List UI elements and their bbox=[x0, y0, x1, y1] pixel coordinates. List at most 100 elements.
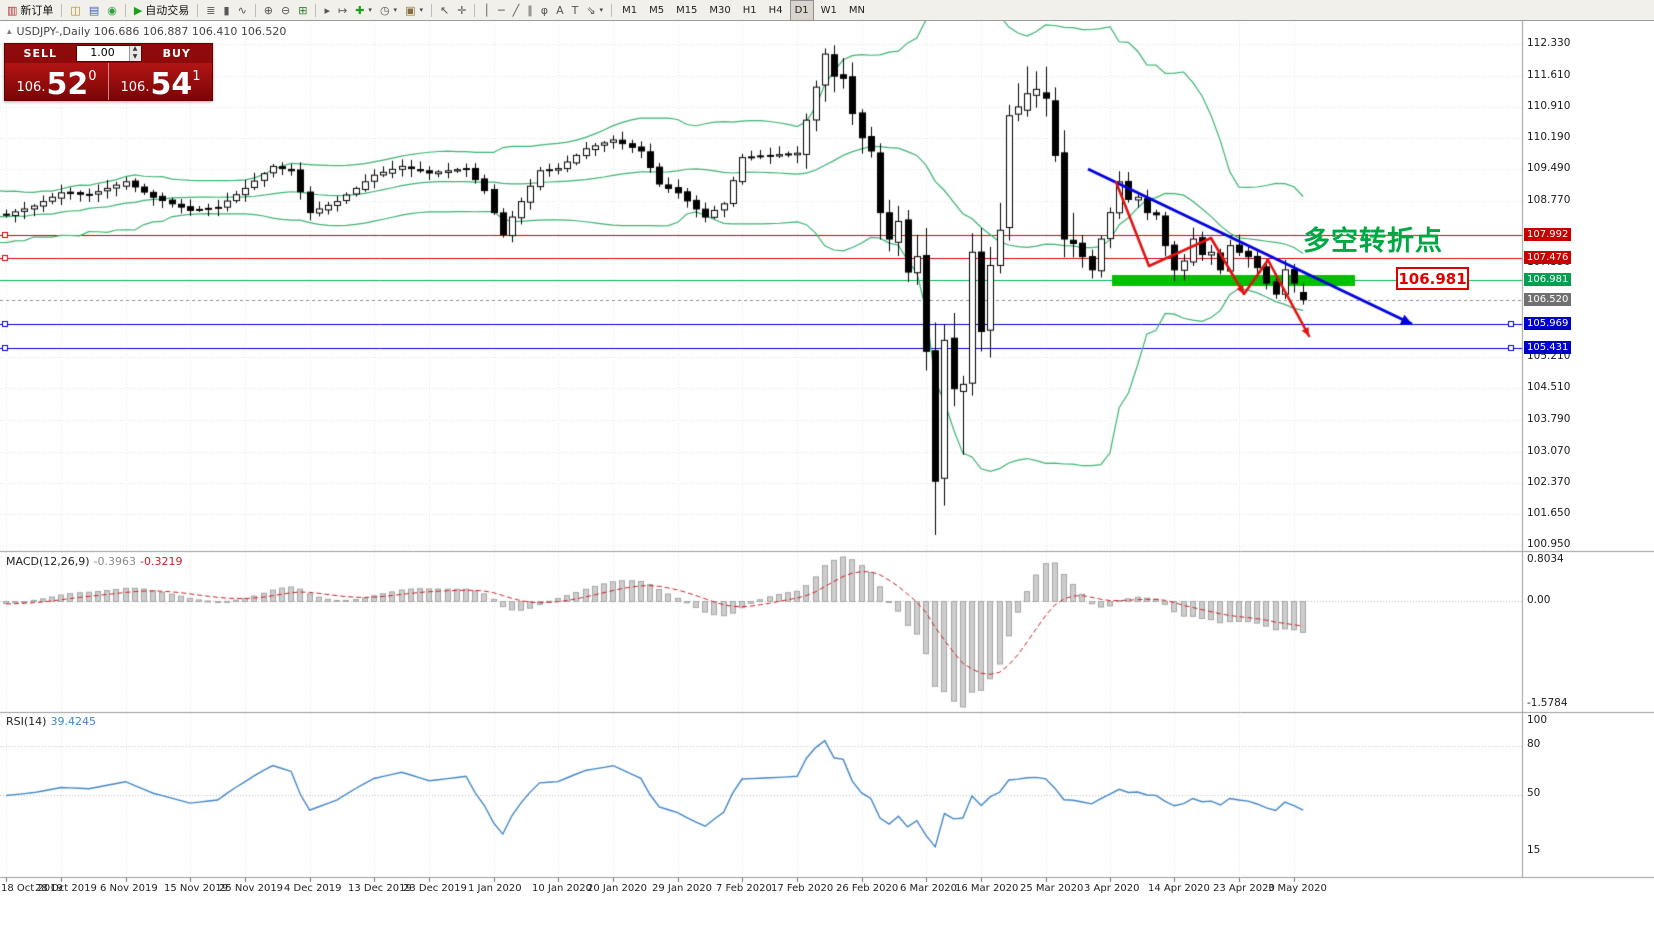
toolbar-separator bbox=[611, 3, 613, 17]
channel-icon[interactable]: ∥ bbox=[524, 2, 536, 19]
trendline-icon[interactable]: ╱ bbox=[510, 2, 523, 19]
timeframe-m15-button[interactable]: M15 bbox=[676, 4, 698, 16]
new-order-glyph: ▥ bbox=[7, 3, 18, 17]
label-icon-glyph: T bbox=[571, 3, 579, 17]
crosshair-icon-glyph: ✛ bbox=[457, 3, 467, 17]
volume-down-icon[interactable]: ▼ bbox=[129, 53, 141, 61]
timeframe-h4-button[interactable]: H4 bbox=[768, 4, 783, 16]
zoom-in-icon[interactable]: ⊕ bbox=[261, 2, 276, 19]
date-axis-label: 10 Jan 2020 bbox=[532, 883, 592, 894]
rsi-axis-label: 80 bbox=[1527, 738, 1541, 750]
macd-axis-label: 0.8034 bbox=[1527, 553, 1564, 565]
new-order-button[interactable]: ▥ 新订单 bbox=[4, 2, 56, 19]
zoom-in-icon-glyph: ⊕ bbox=[263, 3, 274, 17]
auto-trading-glyph: ▶ bbox=[133, 3, 143, 17]
date-axis-label: 13 Dec 2019 bbox=[348, 883, 412, 894]
tile-windows-icon[interactable]: ⊞ bbox=[295, 2, 310, 19]
buy-price-prefix: 106. bbox=[120, 80, 150, 95]
toolbar-separator bbox=[197, 3, 199, 17]
timeframe-m1-button[interactable]: M1 bbox=[622, 4, 638, 16]
toolbar-separator bbox=[430, 3, 432, 17]
fibonacci-icon[interactable]: φ bbox=[538, 2, 551, 19]
date-axis[interactable]: 18 Oct 2019 28 Oct 2019 6 Nov 2019 15 Nov 2… bbox=[0, 883, 1654, 944]
timeframe-d1-button[interactable]: D1 bbox=[789, 0, 814, 21]
date-axis-label: 14 Apr 2020 bbox=[1148, 883, 1210, 894]
macd-name: MACD(12,26,9) bbox=[6, 555, 90, 568]
toolbar-separator bbox=[61, 3, 63, 17]
indicators-icon[interactable]: ✚ ▾ bbox=[352, 2, 375, 19]
date-axis-label: 23 Apr 2020 bbox=[1213, 883, 1275, 894]
price-callout-label[interactable]: 106.981 bbox=[1396, 267, 1469, 290]
periods-icon[interactable]: ◷ ▾ bbox=[377, 2, 400, 19]
buy-button[interactable]: 106. 54 1 bbox=[109, 63, 212, 100]
indicators-icon-glyph: ✚ bbox=[355, 3, 365, 17]
timeframe-mn-button[interactable]: MN bbox=[848, 4, 865, 16]
text-icon[interactable]: A bbox=[553, 2, 567, 19]
sell-price-prefix: 106. bbox=[16, 80, 46, 95]
candlestick-chart-icon[interactable]: ▮ bbox=[221, 2, 233, 19]
charts-window-icon[interactable]: ◫ bbox=[67, 2, 83, 19]
macd-axis-label: -1.5784 bbox=[1527, 697, 1568, 709]
timeframe-m30-button[interactable]: M30 bbox=[709, 4, 731, 16]
trendline-icon-glyph: ╱ bbox=[512, 3, 520, 17]
sell-button[interactable]: 106. 52 0 bbox=[5, 63, 108, 100]
arrows-icon[interactable]: ⇘ ▾ bbox=[583, 2, 606, 19]
rsi-axis-label: 15 bbox=[1527, 844, 1541, 856]
price-axis-label: 103.070 bbox=[1527, 445, 1571, 457]
market-watch-icon[interactable]: ▤ bbox=[86, 2, 102, 19]
crosshair-icon[interactable]: ✛ bbox=[454, 2, 469, 19]
rsi-axis-label: 100 bbox=[1527, 714, 1548, 726]
volume-up-icon[interactable]: ▲ bbox=[129, 46, 141, 54]
bar-chart-icon-glyph: ≣ bbox=[206, 3, 216, 17]
price-axis-label: 100.950 bbox=[1527, 538, 1571, 550]
timeframe-h1-button[interactable]: H1 bbox=[742, 4, 757, 16]
toolbar-separator bbox=[315, 3, 317, 17]
timeframe-w1-button[interactable]: W1 bbox=[820, 4, 837, 16]
dropdown-arrow-icon[interactable]: ▾ bbox=[368, 6, 372, 14]
periods-icon-glyph: ◷ bbox=[379, 3, 390, 17]
date-axis-label: 17 Feb 2020 bbox=[771, 883, 834, 894]
auto-trading-button-label: 自动交易 bbox=[145, 4, 190, 17]
bar-chart-icon[interactable]: ≣ bbox=[203, 2, 218, 19]
templates-icon-glyph: ▣ bbox=[405, 3, 416, 17]
zoom-out-icon[interactable]: ⊖ bbox=[278, 2, 293, 19]
vertical-line-icon-glyph: │ bbox=[483, 3, 491, 17]
navigator-icon-glyph: ◉ bbox=[107, 3, 117, 17]
horizontal-line-icon[interactable]: ─ bbox=[495, 2, 508, 19]
turning-point-annotation[interactable]: 多空转折点 bbox=[1303, 226, 1443, 257]
date-axis-label: 28 Oct 2019 bbox=[35, 883, 97, 894]
date-axis-label: 23 Dec 2019 bbox=[403, 883, 467, 894]
macd-main-value: -0.3963 bbox=[93, 555, 137, 568]
cursor-icon[interactable]: ↖ bbox=[437, 2, 452, 19]
volume-field[interactable]: 1.00 ▲ ▼ bbox=[75, 45, 142, 62]
date-axis-label: 6 Nov 2019 bbox=[100, 883, 158, 894]
volume-value[interactable]: 1.00 bbox=[90, 46, 115, 59]
volume-spinner[interactable]: ▲ ▼ bbox=[128, 46, 141, 61]
text-icon-glyph: A bbox=[556, 3, 564, 17]
label-icon[interactable]: T bbox=[569, 2, 582, 19]
price-axis[interactable]: 112.330 111.610 110.910 110.190 109.490 108.7… bbox=[1523, 20, 1654, 878]
vertical-line-icon[interactable]: │ bbox=[480, 2, 493, 19]
auto-trading-button[interactable]: ▶ 自动交易 bbox=[131, 2, 192, 19]
price-axis-label: 109.490 bbox=[1527, 162, 1571, 174]
toolbar-separator bbox=[474, 3, 476, 17]
tile-windows-icon-glyph: ⊞ bbox=[298, 3, 308, 17]
auto-scroll-icon[interactable]: ▸ bbox=[321, 2, 333, 19]
dropdown-arrow-icon[interactable]: ▾ bbox=[599, 6, 604, 14]
timeframe-m5-button[interactable]: M5 bbox=[649, 4, 665, 16]
buy-price-sup: 1 bbox=[192, 69, 201, 84]
toolbar: ▥ 新订单 ◫ ▤ ◉ ▶ 自动交易 ≣ ▮ ∿ ⊕ ⊖ ⊞ ▸ ↦ ✚ ▾ ◷ ▾ ▣ ▾ ↖ ✛ │ ─ ╱ ∥ φ A T ⇘ ▾ M1 M… bbox=[0, 0, 1654, 21]
date-axis-label: 25 Mar 2020 bbox=[1020, 883, 1084, 894]
dropdown-arrow-icon[interactable]: ▾ bbox=[393, 6, 398, 14]
candlestick-chart-icon-glyph: ▮ bbox=[223, 3, 230, 17]
rsi-indicator-label: RSI(14) 39.4245 bbox=[6, 715, 96, 728]
line-chart-icon[interactable]: ∿ bbox=[235, 2, 250, 19]
templates-icon[interactable]: ▣ ▾ bbox=[402, 2, 426, 19]
trade-panel-prices: 106. 52 0 106. 54 1 bbox=[5, 63, 212, 100]
chart-shift-icon[interactable]: ↦ bbox=[335, 2, 350, 19]
navigator-icon[interactable]: ◉ bbox=[104, 2, 120, 19]
dropdown-arrow-icon[interactable]: ▾ bbox=[419, 6, 423, 14]
rsi-value: 39.4245 bbox=[50, 715, 96, 728]
price-axis-label: 110.190 bbox=[1527, 131, 1571, 143]
